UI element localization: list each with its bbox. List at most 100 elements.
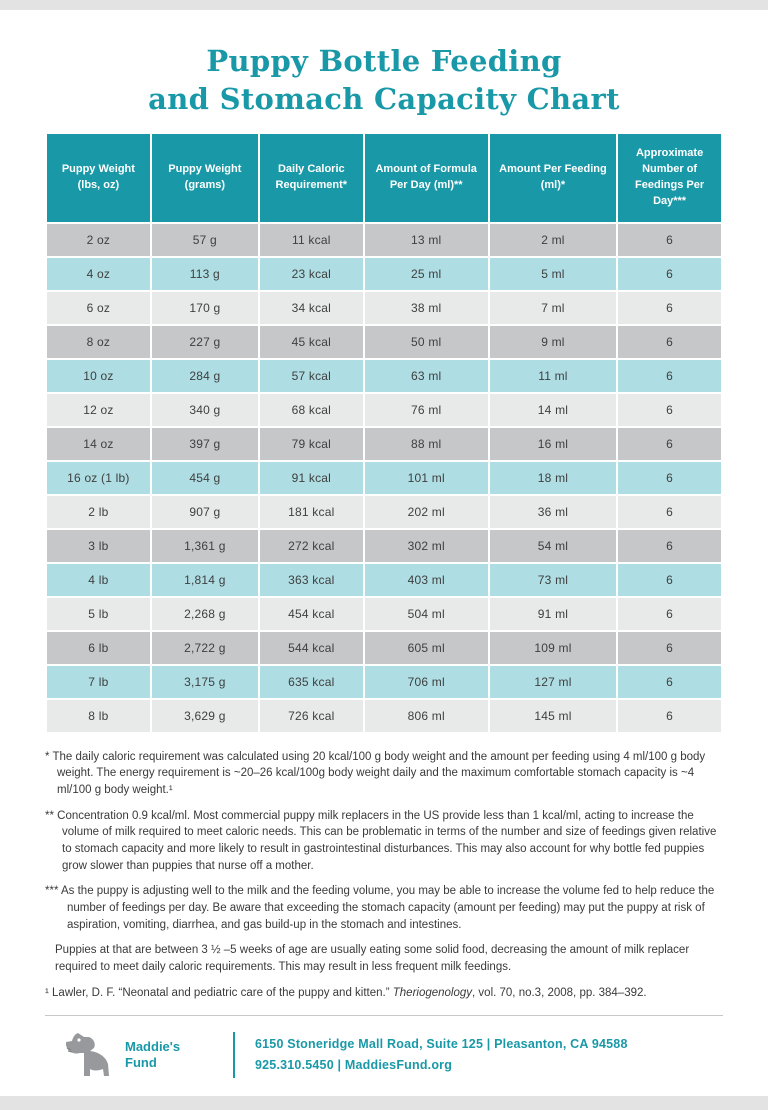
table-cell: 8 oz <box>45 323 152 360</box>
table-cell: 101 ml <box>362 459 490 496</box>
table-cell: 9 ml <box>487 323 619 360</box>
table-cell: 302 ml <box>362 527 490 564</box>
footnotes-section: * The daily caloric requirement was calc… <box>45 749 723 1002</box>
table-cell: 91 ml <box>487 595 619 632</box>
table-cell: 54 ml <box>487 527 619 564</box>
table-cell: 88 ml <box>362 425 490 462</box>
table-cell: 403 ml <box>362 561 490 598</box>
table-cell: 6 oz <box>45 289 152 326</box>
table-cell: 3 lb <box>45 527 152 564</box>
table-cell: 6 <box>616 697 723 734</box>
table-row: 6 oz 170 g 34 kcal 38 ml 7 ml 6 <box>45 289 723 326</box>
table-cell: 11 ml <box>487 357 619 394</box>
footnote-concentration: ** Concentration 0.9 kcal/ml. Most comme… <box>45 809 717 872</box>
table-cell: 68 kcal <box>257 391 365 428</box>
table-cell: 14 oz <box>45 425 152 462</box>
table-cell: 907 g <box>149 493 260 530</box>
table-cell: 12 oz <box>45 391 152 428</box>
table-row: 5 lb 2,268 g 454 kcal 504 ml 91 ml 6 <box>45 595 723 632</box>
table-cell: 544 kcal <box>257 629 365 666</box>
table-row: 12 oz 340 g 68 kcal 76 ml 14 ml 6 <box>45 391 723 428</box>
title-line-2: and Stomach Capacity Chart <box>148 82 620 116</box>
document-page: Puppy Bottle Feeding and Stomach Capacit… <box>0 10 768 1097</box>
table-cell: 73 ml <box>487 561 619 598</box>
table-cell: 170 g <box>149 289 260 326</box>
table-cell: 340 g <box>149 391 260 428</box>
table-cell: 36 ml <box>487 493 619 530</box>
table-cell: 4 lb <box>45 561 152 598</box>
table-cell: 13 ml <box>362 221 490 258</box>
table-cell: 5 lb <box>45 595 152 632</box>
table-cell: 23 kcal <box>257 255 365 292</box>
citation-journal-title: Theriogenology <box>392 986 473 999</box>
table-cell: 145 ml <box>487 697 619 734</box>
table-cell: 16 ml <box>487 425 619 462</box>
table-cell: 109 ml <box>487 629 619 666</box>
table-cell: 11 kcal <box>257 221 365 258</box>
footnote-feedings-per-day: *** As the puppy is adjusting well to th… <box>45 885 715 931</box>
table-row: 4 lb 1,814 g 363 kcal 403 ml 73 ml 6 <box>45 561 723 598</box>
table-row: 7 lb 3,175 g 635 kcal 706 ml 127 ml 6 <box>45 663 723 700</box>
footer-contact: 6150 Stoneridge Mall Road, Suite 125 | P… <box>255 1034 628 1078</box>
table-cell: 2,268 g <box>149 595 260 632</box>
table-cell: 79 kcal <box>257 425 365 462</box>
citation-prefix: ¹ Lawler, D. F. “Neonatal and pediatric … <box>45 986 393 999</box>
table-cell: 6 <box>616 527 723 564</box>
table-cell: 57 g <box>149 221 260 258</box>
table-cell: 3,629 g <box>149 697 260 734</box>
table-cell: 6 <box>616 289 723 326</box>
table-row: 16 oz (1 lb) 454 g 91 kcal 101 ml 18 ml 6 <box>45 459 723 496</box>
logo-text-line2: Fund <box>125 1055 157 1071</box>
title-line-1: Puppy Bottle Feeding <box>206 44 562 78</box>
dog-icon <box>66 1033 109 1077</box>
table-row: 10 oz 284 g 57 kcal 63 ml 11 ml 6 <box>45 357 723 394</box>
table-cell: 76 ml <box>362 391 490 428</box>
page-title: Puppy Bottle Feeding and Stomach Capacit… <box>45 42 723 118</box>
table-cell: 38 ml <box>362 289 490 326</box>
table-cell: 454 kcal <box>257 595 365 632</box>
table-cell: 6 <box>616 323 723 360</box>
table-row: 2 lb 907 g 181 kcal 202 ml 36 ml 6 <box>45 493 723 530</box>
table-cell: 3,175 g <box>149 663 260 700</box>
table-cell: 6 <box>616 255 723 292</box>
table-cell: 127 ml <box>487 663 619 700</box>
table-cell: 14 ml <box>487 391 619 428</box>
table-cell: 1,814 g <box>149 561 260 598</box>
table-cell: 34 kcal <box>257 289 365 326</box>
footer-divider <box>233 1032 235 1079</box>
table-header-cell: Amount of Formula Per Day (ml)** <box>362 132 490 224</box>
table-cell: 6 <box>616 425 723 462</box>
table-cell: 504 ml <box>362 595 490 632</box>
table-cell: 10 oz <box>45 357 152 394</box>
table-header-row: Puppy Weight (lbs, oz) Puppy Weight (gram… <box>45 132 723 224</box>
table-cell: 25 ml <box>362 255 490 292</box>
logo-text: Maddie's Fund <box>125 1039 180 1072</box>
citation: ¹ Lawler, D. F. “Neonatal and pediatric … <box>45 985 723 1002</box>
table-cell: 2 lb <box>45 493 152 530</box>
table-cell: 6 lb <box>45 629 152 666</box>
maddies-fund-logo: Maddie's Fund <box>59 1030 209 1080</box>
table-row: 14 oz 397 g 79 kcal 88 ml 16 ml 6 <box>45 425 723 462</box>
table-cell: 45 kcal <box>257 323 365 360</box>
table-row: 8 oz 227 g 45 kcal 50 ml 9 ml 6 <box>45 323 723 360</box>
table-cell: 5 ml <box>487 255 619 292</box>
table-cell: 18 ml <box>487 459 619 496</box>
table-cell: 91 kcal <box>257 459 365 496</box>
table-cell: 2 ml <box>487 221 619 258</box>
table-cell: 202 ml <box>362 493 490 530</box>
table-cell: 2 oz <box>45 221 152 258</box>
table-row: 4 oz 113 g 23 kcal 25 ml 5 ml 6 <box>45 255 723 292</box>
table-cell: 635 kcal <box>257 663 365 700</box>
table-cell: 7 ml <box>487 289 619 326</box>
table-cell: 706 ml <box>362 663 490 700</box>
table-cell: 2,722 g <box>149 629 260 666</box>
table-row: 3 lb 1,361 g 272 kcal 302 ml 54 ml 6 <box>45 527 723 564</box>
table-header-cell: Puppy Weight (grams) <box>149 132 260 224</box>
table-row: 8 lb 3,629 g 726 kcal 806 ml 145 ml 6 <box>45 697 723 734</box>
table-cell: 7 lb <box>45 663 152 700</box>
table-cell: 113 g <box>149 255 260 292</box>
footnote-weaning: Puppies at that are between 3 ½ –5 weeks… <box>55 944 690 974</box>
table-cell: 16 oz (1 lb) <box>45 459 152 496</box>
table-cell: 181 kcal <box>257 493 365 530</box>
table-cell: 605 ml <box>362 629 490 666</box>
